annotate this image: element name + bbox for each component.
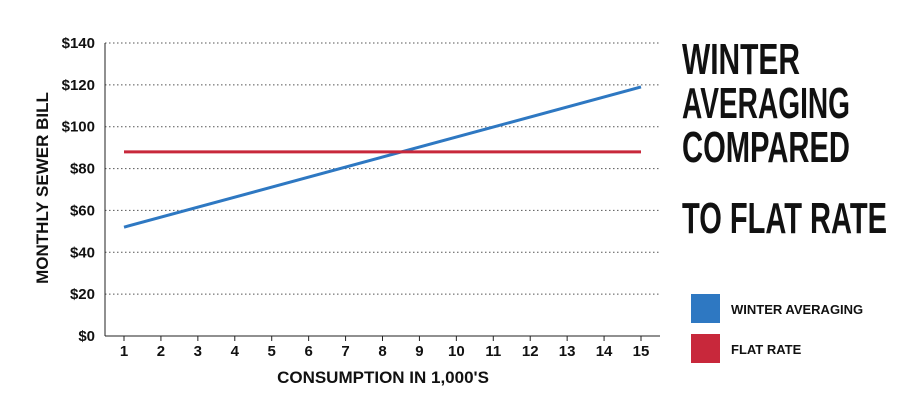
y-axis-ticks: $0 $20 $40 $60 $80 $100 $120 $140	[62, 35, 95, 345]
chart-title-line: COMPARED	[682, 123, 850, 172]
x-axis-ticks: 1 2 3 4 5 6 7 8 9 10 11 12 13 14 15	[120, 336, 650, 360]
x-tick-label: 10	[448, 343, 465, 360]
x-tick-label: 13	[559, 343, 576, 360]
x-axis-label: CONSUMPTION IN 1,000'S	[277, 368, 489, 387]
y-tick-label: $60	[70, 202, 95, 219]
legend-swatch	[691, 334, 720, 363]
legend: WINTER AVERAGING FLAT RATE	[691, 294, 863, 363]
x-tick-label: 7	[341, 343, 349, 360]
x-tick-label: 11	[485, 343, 501, 360]
chart-title-line: TO FLAT RATE	[682, 194, 887, 243]
chart-title-line: AVERAGING	[682, 79, 850, 128]
x-tick-label: 3	[194, 343, 202, 360]
y-tick-label: $20	[70, 286, 95, 303]
x-tick-label: 9	[415, 343, 423, 360]
legend-swatch	[691, 294, 720, 323]
y-tick-label: $140	[62, 35, 95, 52]
y-tick-label: $120	[62, 77, 95, 94]
chart-title-line: WINTER	[682, 35, 800, 84]
x-tick-label: 12	[522, 343, 539, 360]
x-tick-label: 2	[157, 343, 165, 360]
x-tick-label: 1	[120, 343, 128, 360]
series-lines	[123, 85, 642, 229]
legend-label: FLAT RATE	[731, 342, 802, 357]
axes	[104, 43, 660, 337]
x-tick-label: 6	[304, 343, 312, 360]
y-axis-label: MONTHLY SEWER BILL	[33, 92, 52, 284]
grid-lines	[105, 42, 660, 295]
y-tick-label: $40	[70, 244, 95, 261]
x-tick-label: 5	[268, 343, 276, 360]
x-tick-label: 15	[633, 343, 650, 360]
series-line-winter-averaging	[123, 85, 642, 229]
x-tick-label: 14	[596, 343, 613, 360]
y-tick-label: $100	[62, 119, 95, 136]
y-tick-label: $0	[78, 328, 95, 345]
y-tick-label: $80	[70, 161, 95, 178]
x-tick-label: 8	[378, 343, 386, 360]
x-tick-label: 4	[231, 343, 240, 360]
legend-label: WINTER AVERAGING	[731, 302, 863, 317]
